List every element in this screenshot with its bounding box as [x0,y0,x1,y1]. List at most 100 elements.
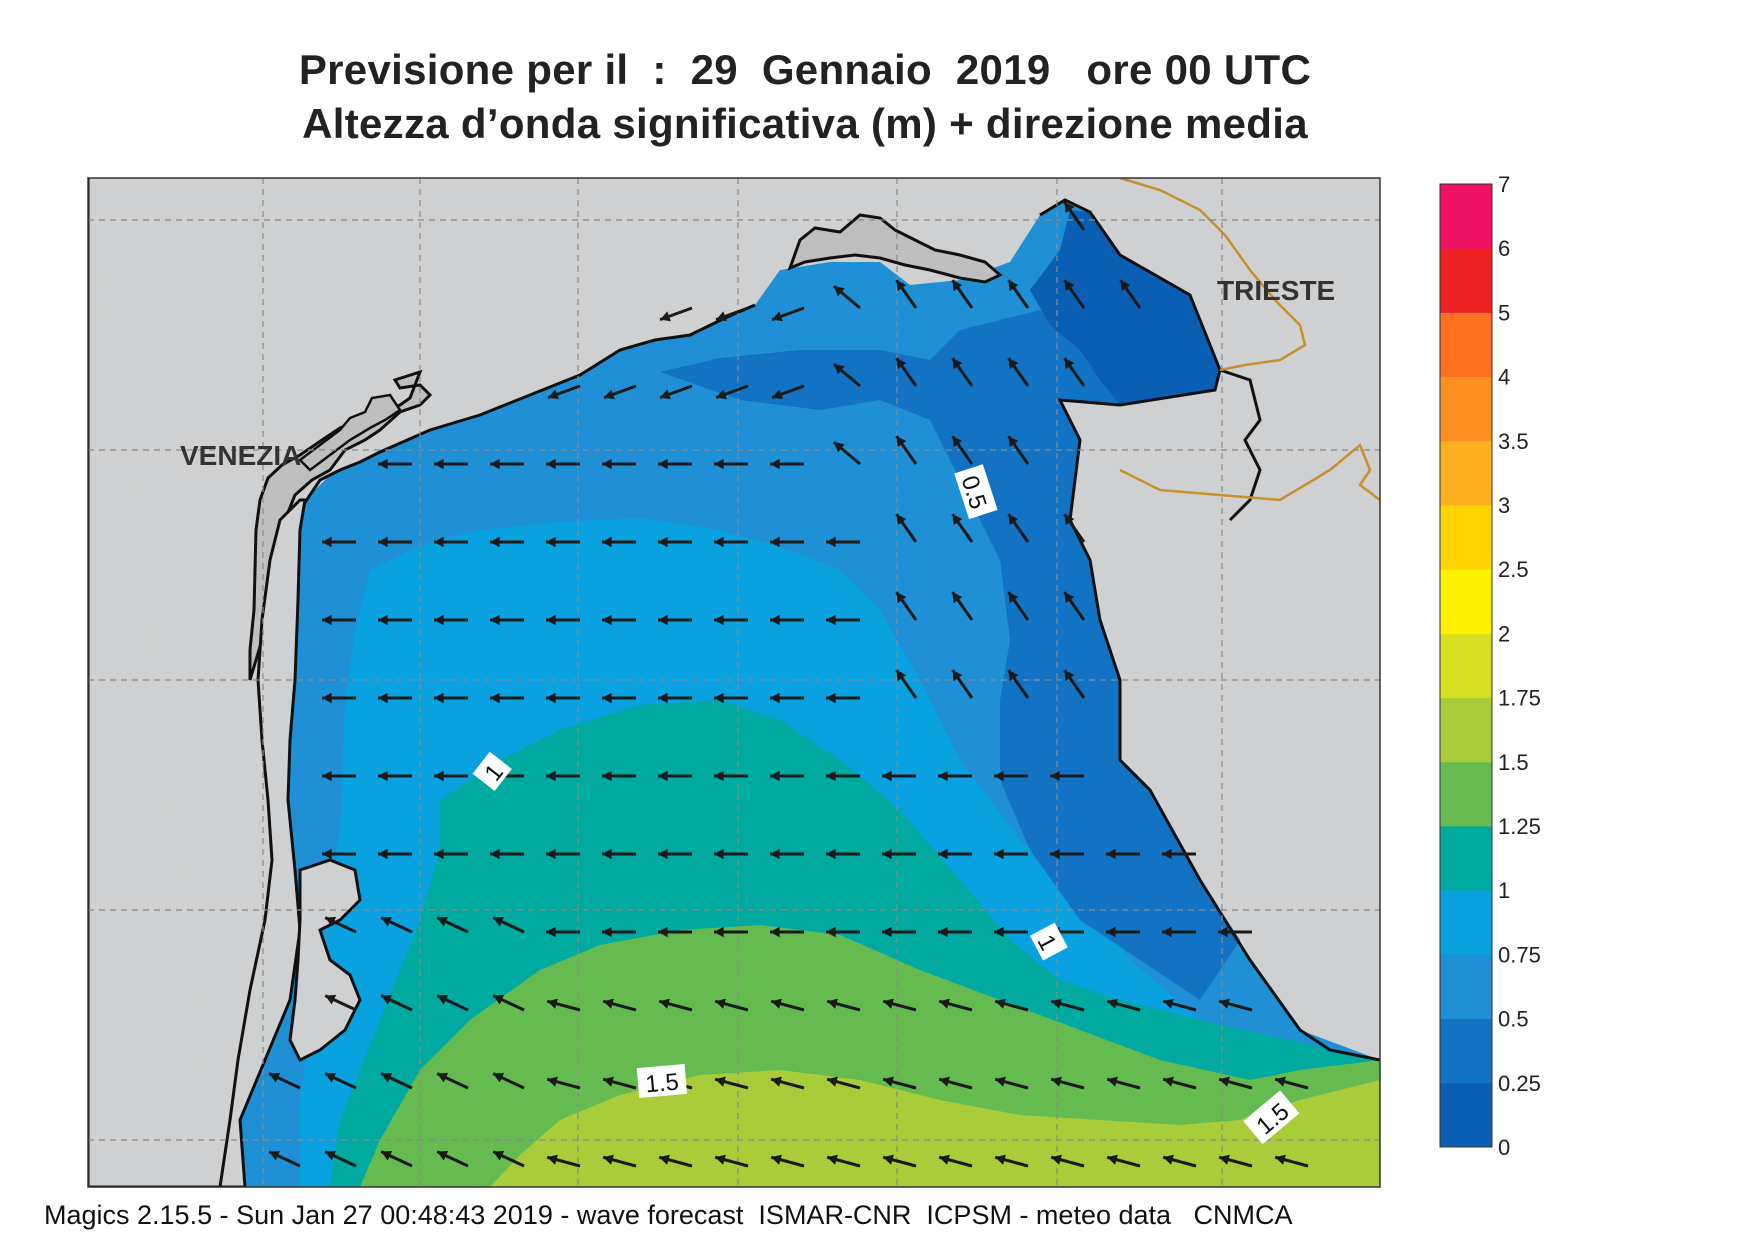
direction-arrow-head [546,614,556,626]
legend-label: 2 [1498,621,1510,646]
direction-arrow-head [269,1072,281,1083]
direction-arrow-head [602,614,612,626]
direction-arrow-head [1008,358,1019,370]
direction-arrow-head [658,926,668,938]
direction-arrow-head [493,994,505,1005]
legend-label: 0.5 [1498,1007,1529,1032]
direction-arrow-head [896,436,907,448]
direction-arrow-head [381,916,393,927]
direction-arrow-head [322,614,332,626]
legend-label: 2.5 [1498,557,1529,582]
direction-arrow-head [269,1150,281,1161]
band-0-0-25 [1030,210,1220,405]
legend-swatch [1440,954,1492,1020]
direction-arrow-head [772,311,783,322]
direction-arrow-head [882,926,892,938]
direction-arrow-head [952,592,963,604]
direction-arrow-head [378,536,388,548]
direction-arrow-head [602,848,612,860]
legend-swatch [1440,1082,1492,1148]
direction-arrow-head [434,692,444,704]
direction-arrow-head [833,364,845,375]
direction-arrow-head [437,1150,449,1161]
wave-direction-arrows [268,201,1309,1168]
map-frame [87,177,1381,1188]
direction-arrow-head [826,692,836,704]
direction-arrow-head [378,770,388,782]
direction-arrow-head [325,1150,337,1161]
direction-arrow-head [1064,514,1075,526]
legend-label: 7 [1498,172,1510,197]
direction-arrow-head [659,998,670,1009]
direction-arrow-head [434,770,444,782]
band-1-5-1-75 [490,1070,1380,1187]
direction-arrow-head [938,926,948,938]
direction-arrow-head [995,998,1006,1009]
direction-arrow-head [490,692,500,704]
direction-arrow-head [1064,670,1075,682]
legend-frame [1439,183,1493,1148]
grado-lagoon [787,213,1003,284]
direction-arrow-head [826,536,836,548]
legend-swatch [1440,312,1492,378]
direction-arrow-head [1008,280,1019,292]
direction-arrow-head [547,1154,558,1165]
direction-arrow-head [770,848,780,860]
direction-arrow-head [1275,1076,1286,1087]
legend-label: 1.75 [1498,686,1541,711]
legend-label: 5 [1498,300,1510,325]
direction-arrow-head [994,770,1004,782]
direction-arrow-head [1064,202,1075,214]
direction-arrow-head [546,848,556,860]
direction-arrow-head [603,998,614,1009]
direction-arrow-head [437,994,449,1005]
direction-arrow-head [826,848,836,860]
direction-arrow-head [434,848,444,860]
direction-arrow-head [1064,592,1075,604]
direction-arrow-head [1106,926,1116,938]
direction-arrow-head [715,1154,726,1165]
direction-arrow-head [952,358,963,370]
direction-arrow-head [1050,770,1060,782]
direction-arrow-head [437,1072,449,1083]
direction-arrow-head [547,1076,558,1087]
direction-arrow-head [826,770,836,782]
legend-label: 1.5 [1498,750,1529,775]
direction-arrow-head [322,692,332,704]
direction-arrow-head [602,458,612,470]
direction-arrow-head [883,1076,894,1087]
direction-arrow-head [714,536,724,548]
place-label-trieste: TRIESTE [1217,275,1335,306]
direction-arrow-head [1219,998,1230,1009]
direction-arrow-head [883,1154,894,1165]
direction-arrow-head [1050,848,1060,860]
legend-swatch [1440,890,1492,955]
direction-arrow-head [716,311,727,322]
direction-arrow-head [546,458,556,470]
direction-arrow-head [714,770,724,782]
direction-arrow-head [1218,926,1228,938]
legend-label: 3.5 [1498,429,1529,454]
direction-arrow-head [378,458,388,470]
direction-arrow-head [546,926,556,938]
direction-arrow-head [603,1076,614,1087]
direction-arrow-head [1219,1076,1230,1087]
direction-arrow-head [882,848,892,860]
direction-arrow-head [658,692,668,704]
direction-arrow-head [547,998,558,1009]
direction-arrow-head [659,1154,670,1165]
direction-arrow-head [602,536,612,548]
direction-arrow-head [434,536,444,548]
legend-label: 6 [1498,236,1510,261]
direction-arrow-head [493,1072,505,1083]
direction-arrow-head [434,458,444,470]
direction-arrow-head [770,536,780,548]
direction-arrow-head [770,614,780,626]
direction-arrow-head [546,692,556,704]
direction-arrow-head [1162,926,1172,938]
direction-arrow-head [1064,280,1075,292]
legend-swatch [1440,569,1492,634]
direction-arrow-head [490,848,500,860]
legend-label: 0.75 [1498,942,1541,967]
direction-arrow-head [1106,848,1116,860]
